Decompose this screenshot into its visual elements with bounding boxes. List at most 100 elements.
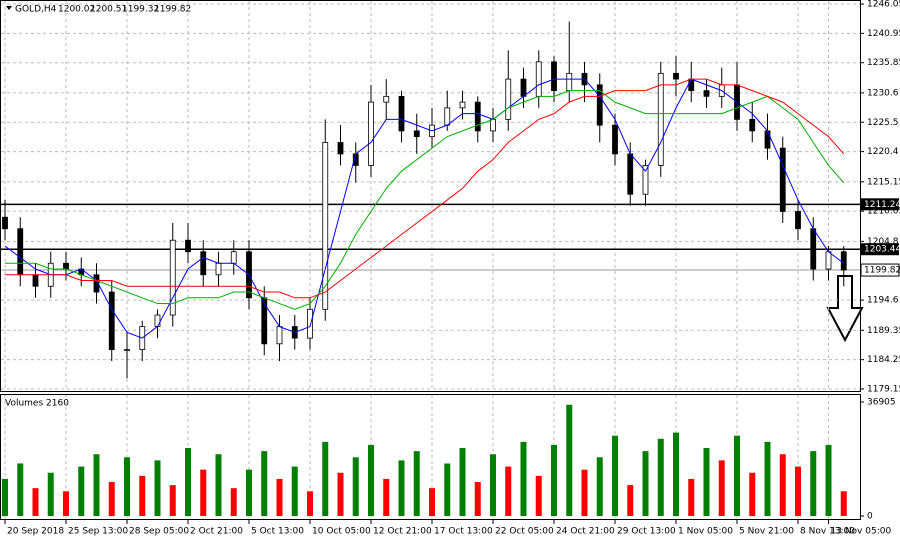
level-label: 1211.24: [864, 200, 900, 210]
candle-body: [825, 251, 832, 270]
volume-bar: [47, 472, 54, 516]
x-tick-label: 1 Nov 05:00: [678, 527, 733, 537]
volume-bar: [612, 435, 618, 516]
x-tick-label: 17 Oct 13:00: [434, 527, 493, 537]
volume-bar: [200, 469, 207, 516]
volume-bar: [734, 435, 740, 516]
volume-bar: [673, 432, 679, 516]
volume-bar: [535, 475, 542, 516]
x-tick-label: 5 Nov 21:00: [739, 527, 794, 537]
ohlc-open: 1200.02: [58, 5, 95, 15]
candle-body: [383, 95, 390, 103]
y-tick-label: 1210.05: [867, 207, 900, 217]
candle-body: [642, 165, 649, 195]
volume-bar: [642, 451, 649, 516]
volume-bar: [505, 466, 512, 516]
candle-body: [108, 291, 115, 350]
y-tick-label: 1225.5: [867, 118, 899, 128]
volume-bar: [246, 469, 252, 516]
x-tick-label: 5 Oct 13:00: [251, 527, 304, 537]
volume-bar: [840, 491, 847, 516]
volume-bar: [383, 478, 390, 516]
level-label: 1203.44: [864, 245, 900, 255]
candle-body: [93, 274, 100, 293]
volume-bar: [368, 444, 374, 516]
volume-tick-label: 0: [867, 512, 873, 522]
y-tick-label: 1194.6: [867, 296, 899, 306]
volume-bar: [337, 472, 344, 516]
volume-bar: [551, 444, 557, 516]
volume-title: Volumes 2160: [5, 399, 69, 409]
volume-bar: [764, 441, 771, 516]
volume-bar: [703, 448, 710, 516]
candle-body: [505, 78, 512, 120]
header: GOLD,H4 1200.02 1200.51 1199.32 1199.82: [15, 5, 191, 15]
volume-bar: [2, 478, 8, 516]
volume-bar: [215, 454, 222, 516]
y-tick-label: 1235.85: [867, 58, 900, 68]
x-tick-label: 29 Oct 13:00: [617, 527, 676, 537]
y-tick-label: 1240.95: [867, 29, 900, 39]
candle-body: [17, 228, 24, 276]
volume-bar: [718, 460, 725, 516]
candle-body: [535, 61, 542, 97]
volume-bar: [322, 441, 329, 516]
candle-body: [261, 297, 268, 345]
candle-body: [368, 101, 374, 166]
volume-bar: [124, 457, 130, 516]
x-tick-label: 28 Sep 05:00: [129, 527, 189, 537]
x-tick-label: 25 Sep 13:00: [68, 527, 128, 537]
volume-bar: [688, 478, 695, 516]
candle-body: [200, 251, 207, 276]
volume-bar: [413, 451, 420, 516]
x-tick-label: 13 Nov 05:00: [831, 527, 892, 537]
volume-bar: [581, 469, 588, 516]
candle-body: [688, 78, 695, 92]
volume-bar: [261, 451, 268, 516]
volume-bar: [429, 488, 435, 516]
candle-body: [566, 72, 573, 92]
candle-body: [413, 130, 420, 138]
candle-body: [490, 118, 496, 132]
candle-body: [32, 274, 39, 287]
candle-body: [795, 211, 801, 230]
candle-body: [444, 107, 451, 126]
volume-bar: [139, 475, 146, 516]
candle-body: [627, 153, 634, 195]
candle-body: [307, 308, 313, 339]
volume-bar: [169, 485, 176, 516]
candle-body: [63, 262, 69, 270]
moving-average: [4, 78, 845, 339]
candle-body: [230, 251, 237, 264]
volume-bar: [474, 482, 481, 516]
candle-body: [185, 239, 191, 253]
volume-bar: [78, 466, 85, 516]
volume-bar: [657, 438, 664, 516]
volume-bar: [566, 404, 573, 516]
volume-bar: [627, 485, 634, 516]
volume-bar: [185, 448, 191, 516]
candle-body: [779, 147, 786, 212]
candle-body: [2, 216, 8, 230]
candle-body: [169, 239, 176, 316]
candle-body: [520, 78, 527, 97]
volume-bar: [825, 444, 832, 516]
volume-bar: [108, 482, 115, 516]
volume-bar: [230, 488, 237, 516]
candle-body: [474, 101, 481, 132]
last-price-label: 1199.82: [864, 266, 900, 276]
menu-triangle: [6, 6, 12, 10]
volume-bar: [307, 491, 313, 516]
candle-body: [764, 130, 771, 149]
volume-bar: [276, 478, 283, 516]
candle-body: [703, 90, 710, 97]
x-tick-label: 8 Nov 13:00: [800, 527, 855, 537]
volume-bar: [490, 454, 496, 516]
candle-body: [810, 228, 817, 270]
x-tick-label: 10 Oct 05:00: [312, 527, 371, 537]
symbol: GOLD,H4: [15, 5, 57, 15]
volume-bar: [291, 466, 298, 516]
level-tag: [861, 243, 899, 256]
